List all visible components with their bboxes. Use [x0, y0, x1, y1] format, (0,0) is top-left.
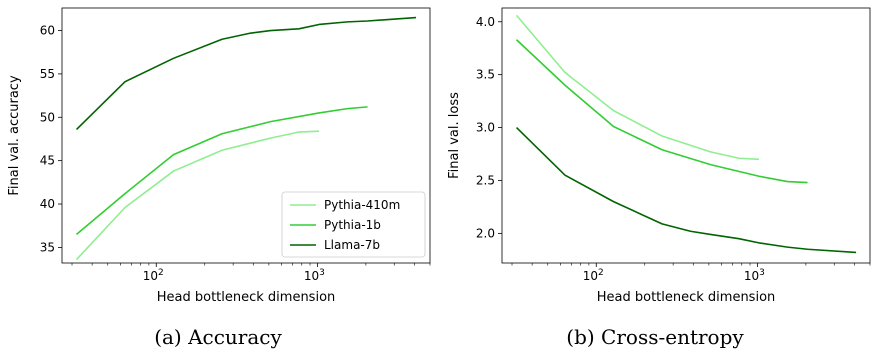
- subfigure-caption: (b) Cross-entropy: [566, 325, 744, 349]
- x-tick-label: 103: [744, 268, 765, 283]
- series-line-pythia-410m: [75, 130, 320, 261]
- y-tick-label: 3.5: [476, 68, 495, 82]
- y-tick-label: 4.0: [476, 15, 495, 29]
- x-tick-label: 102: [583, 268, 604, 283]
- y-tick-label: 3.0: [476, 121, 495, 135]
- series-line-pythia-1b: [76, 106, 368, 235]
- legend-entry: Pythia-1b: [324, 218, 381, 232]
- legend: Pythia-410m Pythia-1b Llama-7b: [281, 191, 426, 258]
- y-tick-label: 45: [40, 154, 55, 168]
- series-line-llama-7b: [515, 126, 857, 254]
- chart-0: 35 40 45 50 55 60 102 103 Head bottleneck dimens…: [7, 7, 431, 349]
- legend-entry: Llama-7b: [324, 238, 380, 252]
- y-tick-label: 60: [40, 24, 55, 38]
- chart-1: 2.0 2.5 3.0 3.5 4.0 102 103 Head bottleneck dim…: [447, 7, 871, 349]
- subfigure-caption: (a) Accuracy: [154, 325, 282, 349]
- series-line-pythia-410m: [515, 14, 760, 161]
- y-tick-label: 2.5: [476, 173, 495, 187]
- x-tick-label: 103: [304, 268, 325, 283]
- y-axis-label: Final val. loss: [447, 92, 462, 179]
- y-axis-label: Final val. accuracy: [7, 75, 22, 196]
- x-axis-label: Head bottleneck dimension: [597, 290, 776, 305]
- x-axis-label: Head bottleneck dimension: [157, 290, 336, 305]
- y-tick-label: 50: [40, 110, 55, 124]
- series-line-llama-7b: [75, 16, 417, 131]
- y-tick-label: 35: [40, 240, 55, 254]
- x-tick-label: 102: [143, 268, 164, 283]
- y-tick-label: 55: [40, 67, 55, 81]
- axes-frame: [61, 7, 431, 264]
- y-tick-label: 40: [40, 197, 55, 211]
- y-tick-label: 2.0: [476, 226, 495, 240]
- legend-box: [281, 191, 426, 258]
- legend-entry: Pythia-410m: [324, 198, 400, 212]
- series-line-pythia-1b: [515, 39, 808, 184]
- axes-frame: [501, 7, 871, 264]
